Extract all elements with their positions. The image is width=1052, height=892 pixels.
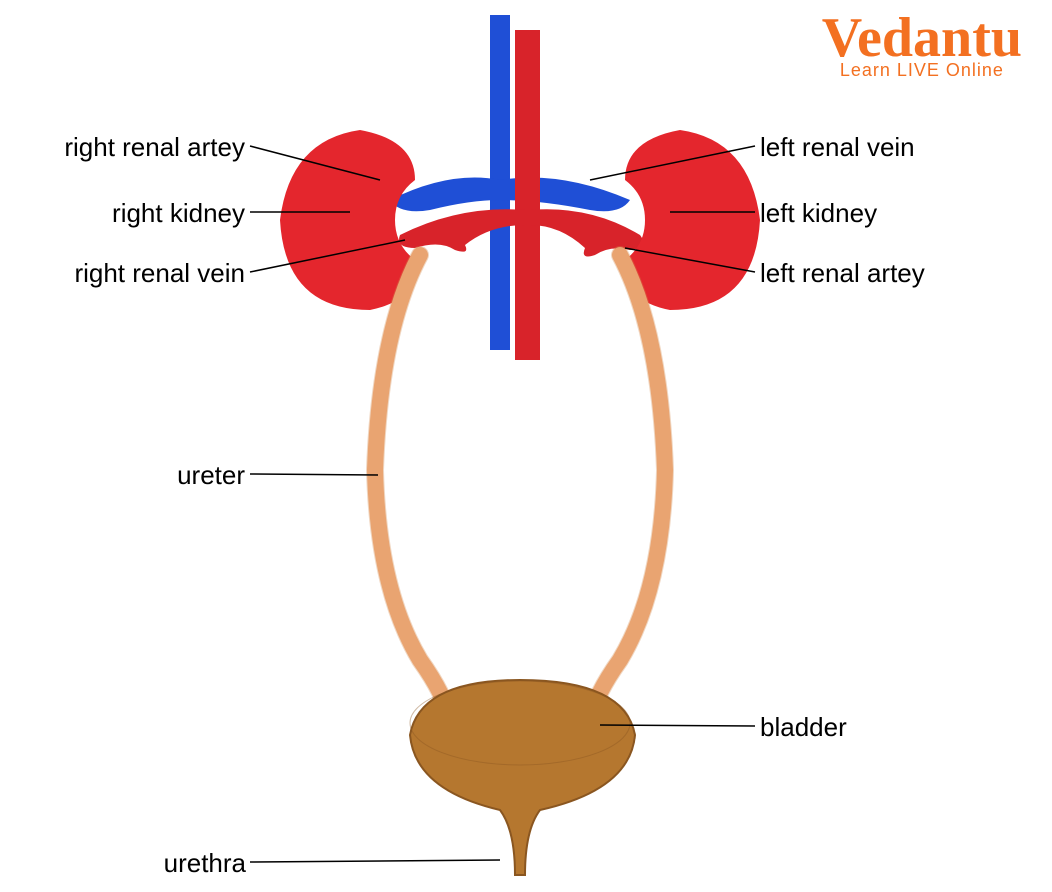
label-right-kidney: right kidney	[75, 198, 245, 229]
label-ureter: ureter	[155, 460, 245, 491]
label-right-renal-vein: right renal vein	[10, 258, 245, 289]
right-ureter-outline	[375, 255, 450, 720]
label-urethra: urethra	[146, 848, 246, 879]
aorta	[515, 30, 540, 360]
left-ureter-outline	[590, 255, 665, 720]
brand-tagline: Learn LIVE Online	[822, 60, 1022, 81]
brand-name: Vedantu	[822, 10, 1022, 66]
label-bladder: bladder	[760, 712, 847, 743]
label-left-kidney: left kidney	[760, 198, 877, 229]
label-left-renal-vein: left renal vein	[760, 132, 915, 163]
label-right-renal-artery: right renal artey	[5, 132, 245, 163]
bladder-shape	[410, 680, 635, 875]
brand-logo: Vedantu Learn LIVE Online	[822, 10, 1022, 81]
left-kidney-shape	[625, 130, 760, 310]
label-left-renal-artery: left renal artey	[760, 258, 925, 289]
right-kidney-shape	[280, 130, 415, 310]
